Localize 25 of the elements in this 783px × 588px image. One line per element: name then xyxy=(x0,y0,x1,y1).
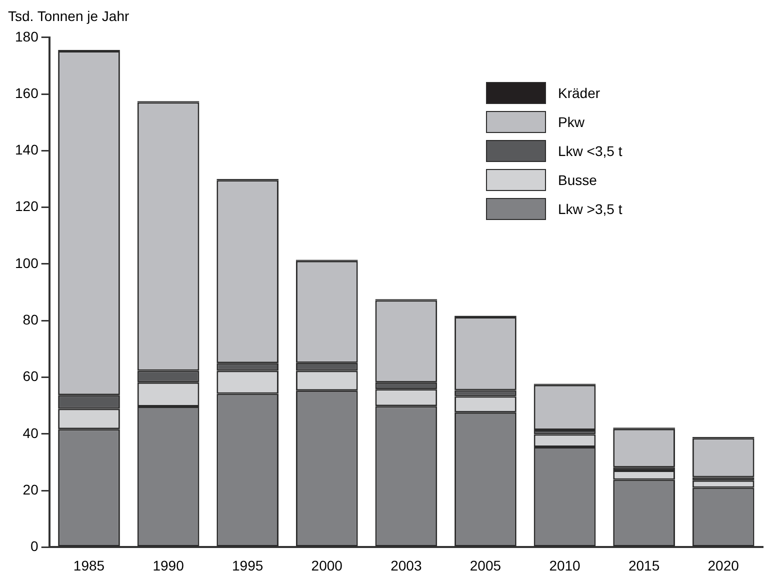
x-tick-label: 2005 xyxy=(470,557,502,574)
legend-label: Lkw <3,5 t xyxy=(558,142,622,158)
x-tick-label: 1990 xyxy=(152,557,184,574)
y-tick-label: 60 xyxy=(22,368,39,384)
legend-label: Kräder xyxy=(558,84,600,100)
x-tick-label: 2010 xyxy=(549,557,581,574)
legend-label: Busse xyxy=(558,172,597,188)
y-tick-label: 80 xyxy=(22,311,39,328)
y-tick-label: 20 xyxy=(22,481,39,498)
y-tick-label: 40 xyxy=(22,424,39,441)
y-tick-label: 180 xyxy=(15,28,39,44)
y-tick-label: 100 xyxy=(15,254,39,271)
x-tick-label: 1985 xyxy=(73,557,105,574)
y-tick-label: 120 xyxy=(15,198,39,214)
y-axis-title: Tsd. Tonnen je Jahr xyxy=(8,8,130,24)
legend-label: Lkw >3,5 t xyxy=(558,200,622,216)
x-tick-label: 1995 xyxy=(232,557,264,574)
x-tick-label: 2003 xyxy=(390,557,422,574)
x-tick-label: 2020 xyxy=(708,557,740,574)
y-tick-label: 140 xyxy=(15,142,39,158)
x-tick-label: 2000 xyxy=(311,557,343,574)
legend-label: Pkw xyxy=(558,114,584,130)
y-tick-label: 0 xyxy=(30,538,39,554)
y-tick-label: 160 xyxy=(15,84,39,101)
x-tick-label: 2015 xyxy=(628,557,660,574)
